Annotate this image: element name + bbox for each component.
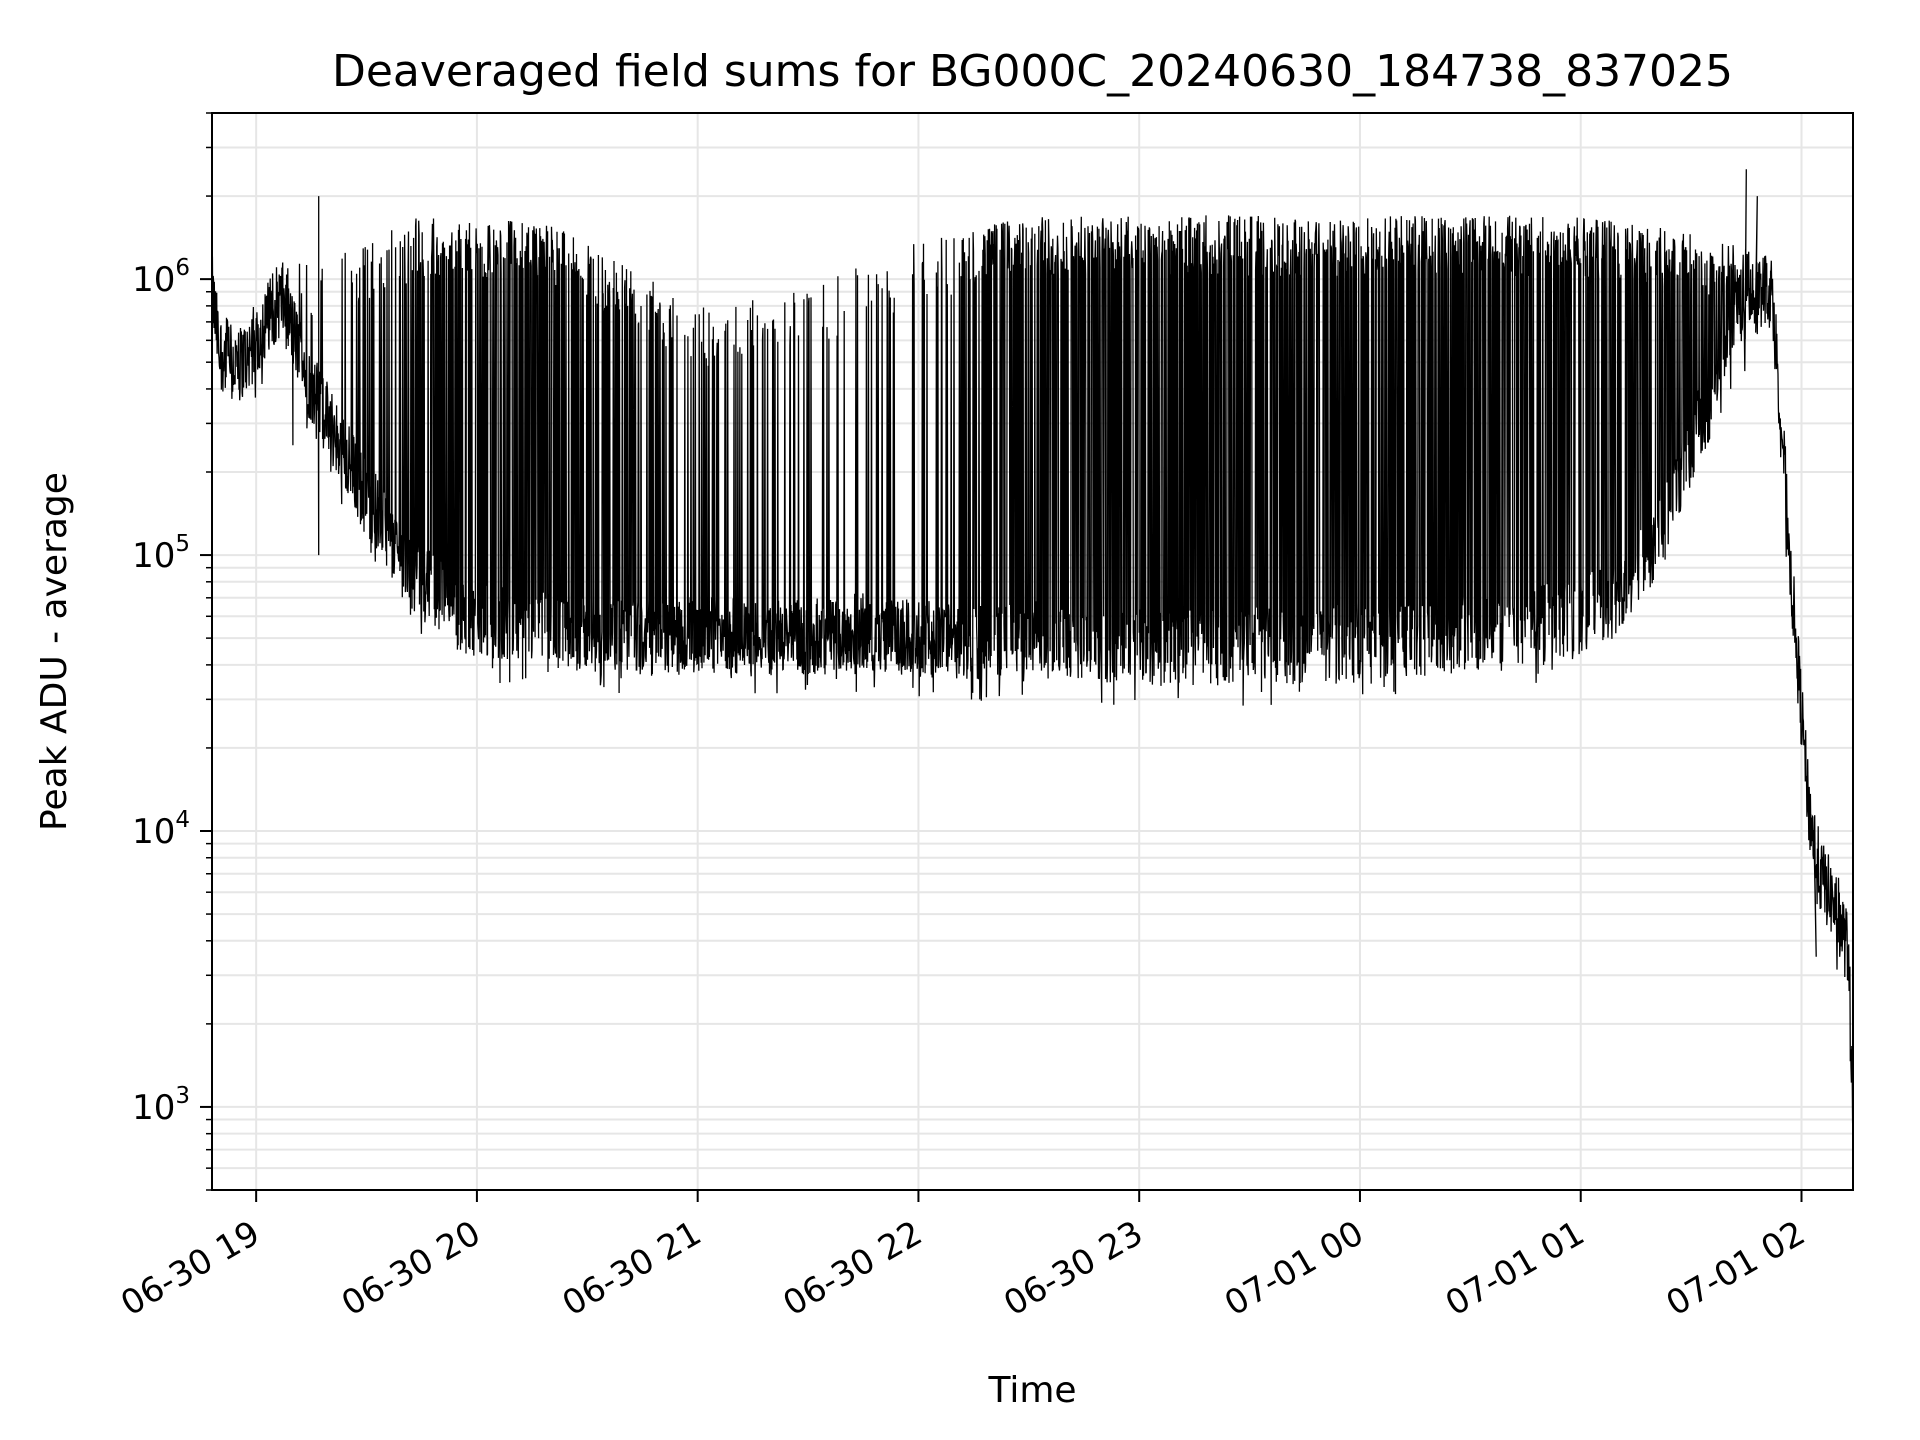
x-axis-title: Time — [987, 1370, 1076, 1411]
y-tick-exponent: 3 — [175, 1083, 190, 1109]
series-line — [211, 169, 1854, 1137]
x-tick-label: 07-01 00 — [1218, 1213, 1370, 1324]
y-tick-base: 10 — [132, 536, 175, 576]
x-tick-label: 07-01 02 — [1660, 1213, 1812, 1324]
y-tick-exponent: 5 — [175, 531, 190, 557]
y-tick-label: 104 — [132, 807, 190, 852]
y-tick-label: 103 — [132, 1083, 190, 1128]
chart-title: Deaveraged field sums for BG000C_2024063… — [332, 46, 1733, 97]
x-tick-label: 06-30 23 — [997, 1213, 1149, 1324]
y-tick-base: 10 — [132, 260, 175, 300]
y-tick-base: 10 — [132, 812, 175, 852]
series-layer — [211, 169, 1854, 1137]
plot-frame — [211, 112, 1854, 1191]
y-tick-exponent: 4 — [175, 807, 190, 833]
y-axis-title: Peak ADU - average — [34, 472, 75, 831]
x-axis: 06-30 19 06-30 20 06-30 21 06-30 22 06-30 23… — [114, 1190, 1812, 1324]
x-tick-label: 07-01 01 — [1439, 1213, 1591, 1324]
y-tick-label: 105 — [132, 531, 190, 576]
y-tick-base: 10 — [132, 1088, 175, 1128]
x-tick-label: 06-30 20 — [335, 1213, 487, 1324]
y-tick-exponent: 6 — [175, 255, 190, 281]
x-tick-label: 06-30 19 — [114, 1213, 266, 1324]
y-tick-label: 106 — [132, 255, 190, 300]
x-tick-label: 06-30 22 — [777, 1213, 929, 1324]
x-tick-label: 06-30 21 — [556, 1213, 708, 1324]
